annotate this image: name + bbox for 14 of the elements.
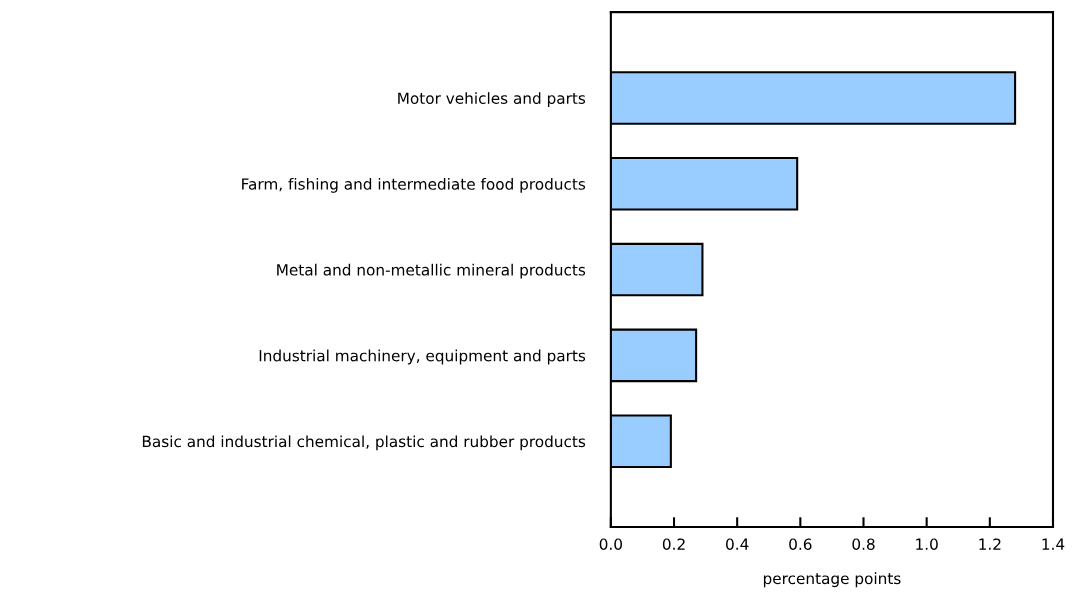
x-tick-label: 0.0 <box>599 538 622 550</box>
y-tick-label: Farm, fishing and intermediate food products <box>242 177 586 193</box>
x-tick-label: 0.6 <box>789 538 812 550</box>
x-tick-label: 1.4 <box>1042 538 1065 550</box>
x-axis-title: percentage points <box>763 572 901 588</box>
x-tick-label: 1.0 <box>916 538 938 550</box>
x-tick-label: 0.8 <box>852 538 875 550</box>
y-tick-label: Motor vehicles and parts <box>398 92 586 107</box>
y-tick-label: Metal and non-metallic mineral products <box>277 263 586 279</box>
y-tick-label: Basic and industrial chemical, plastic and rubber products <box>142 435 586 451</box>
x-tick-label: 1.2 <box>979 538 1001 550</box>
x-tick-label: 0.4 <box>726 538 749 550</box>
y-tick-label: Industrial machinery, equipment and parts <box>259 349 586 365</box>
x-tick-label: 0.2 <box>662 538 685 550</box>
